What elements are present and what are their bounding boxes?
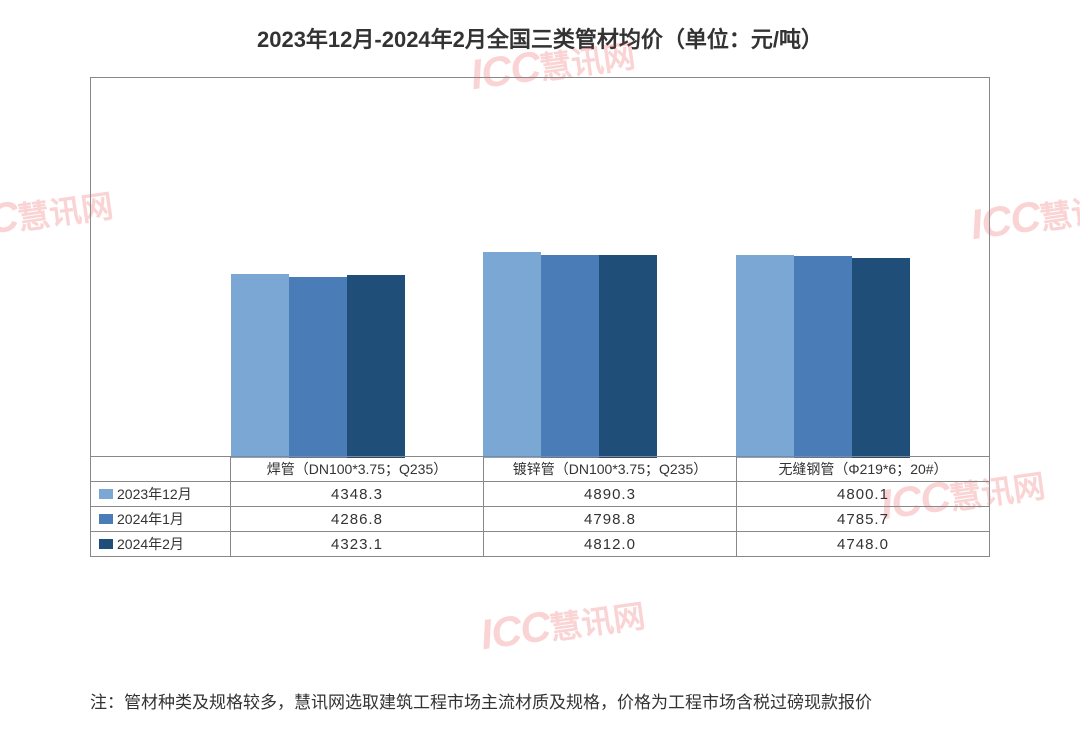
bar xyxy=(599,255,657,458)
chart-container: 2023年12月-2024年2月全国三类管材均价（单位：元/吨） ICC慧讯网 … xyxy=(0,0,1080,739)
plot-area xyxy=(91,78,989,458)
legend-swatch-icon xyxy=(99,514,113,524)
table-row: 2024年1月 4286.8 4798.8 4785.7 xyxy=(91,506,989,531)
data-table: 焊管（DN100*3.75；Q235） 镀锌管（DN100*3.75；Q235）… xyxy=(91,456,989,556)
category-header: 焊管（DN100*3.75；Q235） xyxy=(231,457,484,481)
table-row: 2024年2月 4323.1 4812.0 4748.0 xyxy=(91,531,989,556)
chart-title: 2023年12月-2024年2月全国三类管材均价（单位：元/吨） xyxy=(0,0,1080,64)
category-header: 镀锌管（DN100*3.75；Q235） xyxy=(484,457,737,481)
series-label: 2024年2月 xyxy=(117,534,184,554)
bar xyxy=(852,258,910,458)
footnote: 注：管材种类及规格较多，慧讯网选取建筑工程市场主流材质及规格，价格为工程市场含税… xyxy=(90,688,872,713)
bar xyxy=(541,255,599,458)
bar xyxy=(483,252,541,458)
table-header-row: 焊管（DN100*3.75；Q235） 镀锌管（DN100*3.75；Q235）… xyxy=(91,457,989,481)
bar xyxy=(231,274,289,458)
series-label: 2023年12月 xyxy=(117,484,192,504)
table-cell: 4785.7 xyxy=(737,507,989,531)
bar xyxy=(736,255,794,458)
bar xyxy=(347,275,405,458)
category-header: 无缝钢管（Φ219*6；20#） xyxy=(737,457,989,481)
table-cell: 4348.3 xyxy=(231,482,484,506)
legend-cell: 2024年1月 xyxy=(91,507,231,531)
series-label: 2024年1月 xyxy=(117,509,184,529)
table-cell: 4748.0 xyxy=(737,532,989,556)
watermark-icon: ICC慧讯网 xyxy=(477,589,647,660)
legend-swatch-icon xyxy=(99,539,113,549)
table-cell: 4323.1 xyxy=(231,532,484,556)
table-cell: 4798.8 xyxy=(484,507,737,531)
bar xyxy=(794,256,852,458)
table-row: 2023年12月 4348.3 4890.3 4800.1 xyxy=(91,481,989,506)
bar-group xyxy=(736,255,910,458)
table-cell: 4286.8 xyxy=(231,507,484,531)
table-cell: 4890.3 xyxy=(484,482,737,506)
legend-cell: 2024年2月 xyxy=(91,532,231,556)
chart-box: 焊管（DN100*3.75；Q235） 镀锌管（DN100*3.75；Q235）… xyxy=(90,77,990,557)
table-cell: 4800.1 xyxy=(737,482,989,506)
legend-cell: 2023年12月 xyxy=(91,482,231,506)
table-corner xyxy=(91,457,231,481)
bar xyxy=(289,277,347,458)
bar-group xyxy=(231,274,405,458)
table-cell: 4812.0 xyxy=(484,532,737,556)
bar-group xyxy=(483,252,657,458)
legend-swatch-icon xyxy=(99,489,113,499)
